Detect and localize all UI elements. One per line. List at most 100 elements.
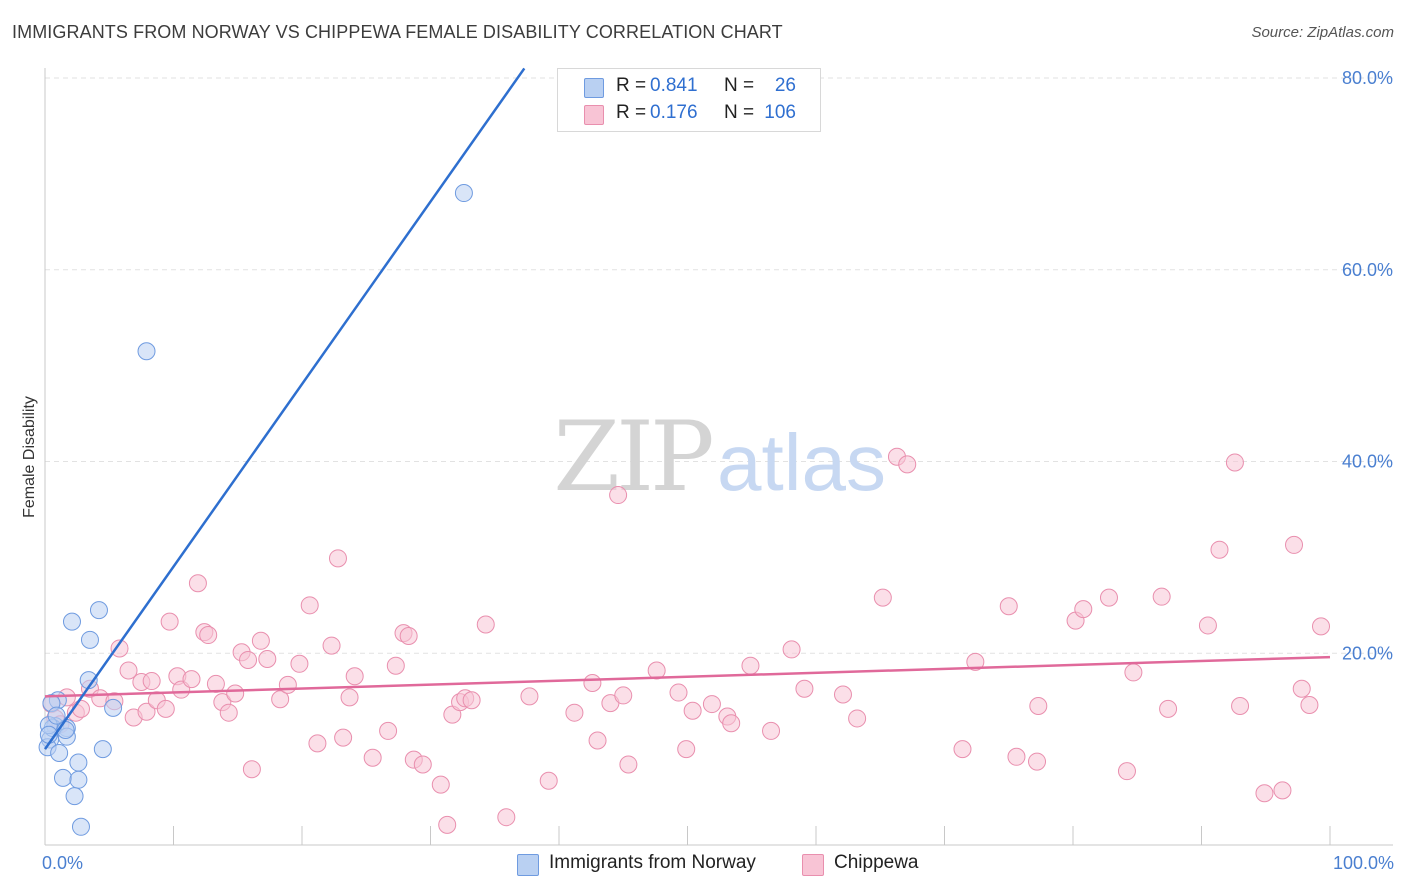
chippewa-point — [137, 702, 156, 721]
chippewa-point — [160, 612, 179, 631]
norway-point — [71, 817, 90, 836]
norway-point — [93, 740, 112, 759]
y-tick-label: 40.0% — [1342, 452, 1393, 472]
chippewa-point — [683, 701, 702, 720]
norway-point — [62, 612, 81, 631]
chippewa-point — [182, 670, 201, 689]
chippewa-point — [271, 690, 290, 709]
norway-trend-line — [43, 67, 526, 750]
trend-lines — [43, 67, 1331, 750]
chippewa-point — [583, 673, 602, 692]
chippewa-point — [239, 650, 258, 669]
chippewa-point — [1159, 699, 1178, 718]
chippewa-point — [290, 654, 309, 673]
norway-point — [53, 768, 72, 787]
y-tick-label: 60.0% — [1342, 260, 1393, 280]
chippewa-point — [386, 656, 405, 675]
chippewa-point — [206, 674, 225, 693]
chippewa-point — [520, 687, 539, 706]
chippewa-point — [142, 672, 161, 691]
chippewa-point — [898, 455, 917, 474]
legend-swatch-chippewa — [584, 105, 604, 125]
x-ticks — [173, 826, 1331, 845]
source-label: Source: ZipAtlas.com — [1251, 24, 1394, 41]
chippewa-point — [873, 588, 892, 607]
norway-point — [65, 787, 84, 806]
legend-swatch-chippewa — [802, 854, 824, 876]
chippewa-point — [647, 661, 666, 680]
legend-swatch-norway — [517, 854, 539, 876]
chippewa-point — [119, 661, 138, 680]
chippewa-point — [999, 597, 1018, 616]
norway-point — [69, 770, 88, 789]
legend-r-value: 0.176 — [650, 102, 698, 123]
legend-n-value: 106 — [764, 102, 796, 123]
chippewa-point — [1152, 587, 1171, 606]
chippewa-point — [741, 656, 760, 675]
chippewa-point — [762, 721, 781, 740]
y-tick-labels: 20.0% 40.0% 60.0% 80.0% — [1342, 68, 1393, 663]
legend-r-label: R = — [616, 75, 647, 96]
chippewa-point — [722, 714, 741, 733]
chippewa-point — [156, 699, 175, 718]
chippewa-point — [1255, 784, 1274, 803]
legend-row-chippewa: R = 0.176 N = 106 — [558, 102, 820, 128]
chippewa-point — [833, 685, 852, 704]
legend-n-label: N = — [724, 102, 755, 123]
chippewa-point — [438, 815, 457, 834]
chippewa-point — [278, 675, 297, 694]
chippewa-point — [1312, 617, 1331, 636]
legend-n-label: N = — [724, 75, 755, 96]
chippewa-point — [1198, 616, 1217, 635]
chippewa-point — [1028, 752, 1047, 771]
watermark-atlas: atlas — [717, 418, 886, 507]
chippewa-point — [340, 688, 359, 707]
chippewa-trend-line — [44, 655, 1331, 698]
chippewa-point — [251, 631, 270, 650]
chippewa-point — [1231, 696, 1250, 715]
chippewa-point — [966, 652, 985, 671]
chippewa-point — [322, 636, 341, 655]
legend-n-value: 26 — [774, 75, 796, 96]
chippewa-point — [399, 626, 418, 645]
chippewa-point — [242, 760, 261, 779]
chippewa-point — [1225, 453, 1244, 472]
chippewa-point — [258, 650, 277, 669]
chippewa-point — [1210, 540, 1229, 559]
chippewa-point — [379, 721, 398, 740]
chippewa-point — [1285, 535, 1304, 554]
chippewa-point — [188, 574, 207, 593]
x-tick-label-max: 100.0% — [1333, 853, 1394, 873]
chippewa-point — [669, 683, 688, 702]
norway-point — [47, 706, 66, 725]
legend-label-chippewa: Chippewa — [834, 852, 919, 873]
norway-point — [80, 630, 99, 649]
y-axis-label: Female Disability — [21, 396, 38, 518]
chippewa-point — [413, 755, 432, 774]
y-tick-label: 20.0% — [1342, 643, 1393, 663]
chippewa-point — [1273, 781, 1292, 800]
chippewa-point — [565, 703, 584, 722]
norway-point — [104, 698, 123, 717]
legend: R = 0.841 N = 26 R = 0.176 N = 106 — [557, 68, 821, 132]
chippewa-point — [1007, 747, 1026, 766]
chippewa-point — [300, 596, 319, 615]
chippewa-point — [110, 639, 129, 658]
norway-point — [50, 743, 69, 762]
chippewa-point — [1292, 679, 1311, 698]
chippewa-point — [219, 703, 238, 722]
chippewa-point — [588, 731, 607, 750]
chippewa-point — [431, 775, 450, 794]
y-tick-label: 80.0% — [1342, 68, 1393, 88]
norway-point — [137, 342, 156, 361]
chippewa-point — [1117, 762, 1136, 781]
chippewa-point — [497, 808, 516, 827]
chippewa-point — [226, 684, 245, 703]
watermark: ZIP atlas — [553, 401, 886, 513]
chippewa-point — [1029, 696, 1048, 715]
chippewa-point — [363, 748, 382, 767]
chart-title: IMMIGRANTS FROM NORWAY VS CHIPPEWA FEMAL… — [12, 22, 783, 42]
chippewa-point — [1099, 588, 1118, 607]
chippewa-point — [328, 549, 347, 568]
